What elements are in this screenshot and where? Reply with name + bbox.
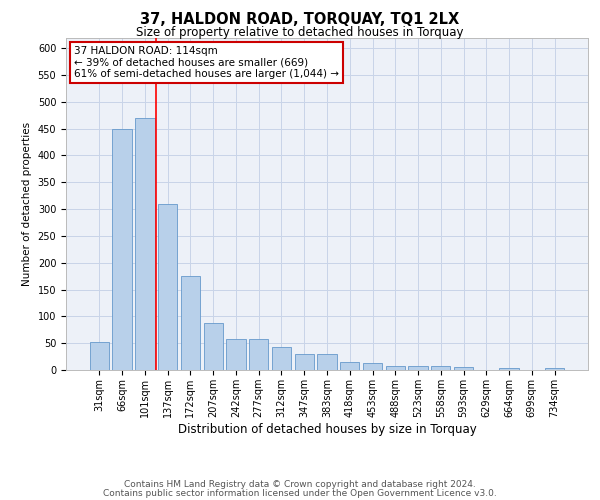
Bar [431, 366, 451, 370]
Bar [181, 276, 200, 370]
Bar [226, 340, 245, 370]
Bar [272, 348, 291, 370]
Bar [249, 340, 268, 370]
Text: Size of property relative to detached houses in Torquay: Size of property relative to detached ho… [136, 26, 464, 39]
Bar [545, 368, 564, 370]
Bar [363, 363, 382, 370]
Bar [454, 368, 473, 370]
Text: 37 HALDON ROAD: 114sqm
← 39% of detached houses are smaller (669)
61% of semi-de: 37 HALDON ROAD: 114sqm ← 39% of detached… [74, 46, 339, 79]
Bar [409, 366, 428, 370]
Bar [203, 323, 223, 370]
Y-axis label: Number of detached properties: Number of detached properties [22, 122, 32, 286]
Text: 37, HALDON ROAD, TORQUAY, TQ1 2LX: 37, HALDON ROAD, TORQUAY, TQ1 2LX [140, 12, 460, 28]
Text: Contains HM Land Registry data © Crown copyright and database right 2024.: Contains HM Land Registry data © Crown c… [124, 480, 476, 489]
Bar [340, 362, 359, 370]
Text: Contains public sector information licensed under the Open Government Licence v3: Contains public sector information licen… [103, 489, 497, 498]
Bar [317, 354, 337, 370]
Bar [90, 342, 109, 370]
Bar [386, 366, 405, 370]
Bar [135, 118, 155, 370]
X-axis label: Distribution of detached houses by size in Torquay: Distribution of detached houses by size … [178, 422, 476, 436]
Bar [112, 128, 132, 370]
Bar [499, 368, 519, 370]
Bar [158, 204, 178, 370]
Bar [295, 354, 314, 370]
